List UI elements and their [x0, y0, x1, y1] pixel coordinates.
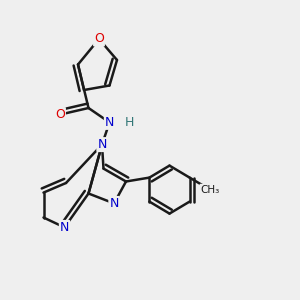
Text: N: N [109, 197, 119, 210]
Text: N: N [97, 138, 107, 151]
Text: O: O [94, 32, 104, 46]
Text: CH₃: CH₃ [200, 184, 220, 195]
Text: H: H [125, 116, 134, 129]
Text: N: N [105, 116, 114, 129]
Text: N: N [60, 221, 69, 234]
Text: O: O [55, 108, 65, 121]
